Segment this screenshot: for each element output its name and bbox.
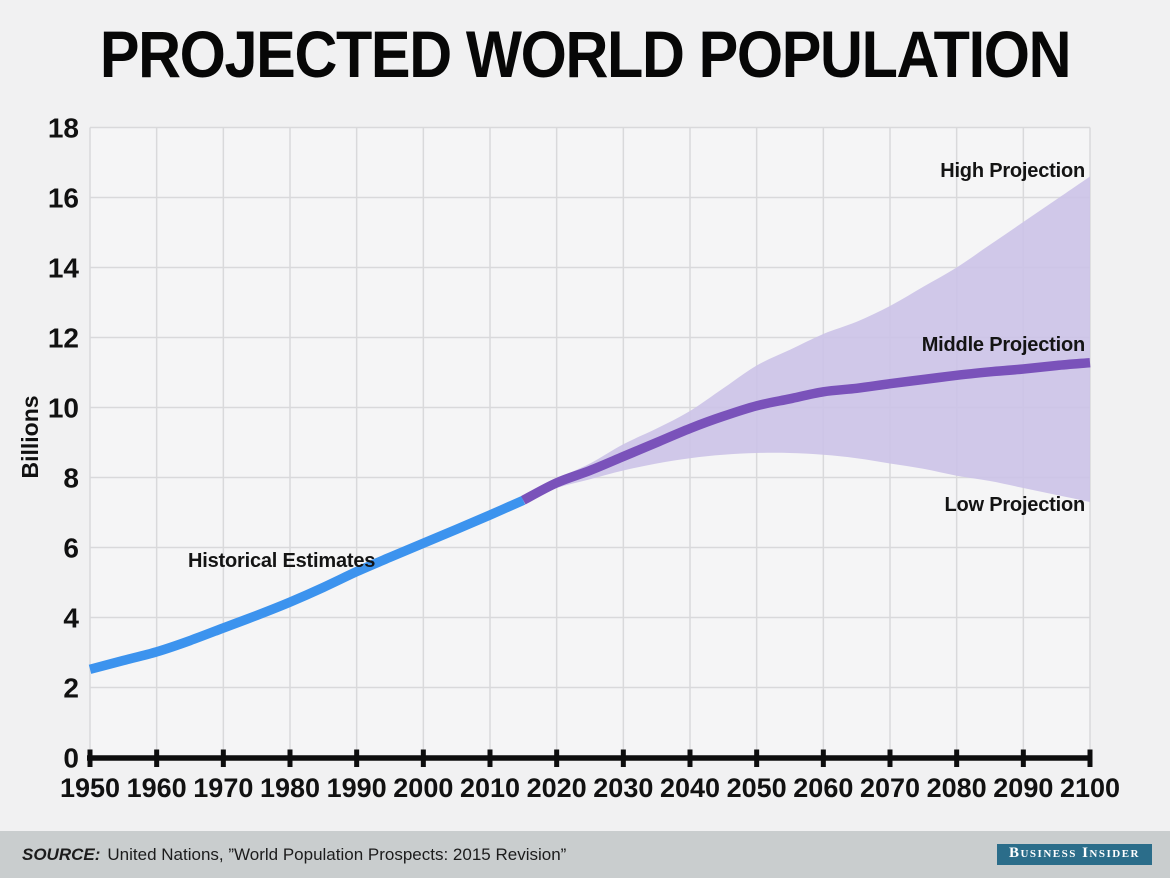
x-tick-label-2030: 2030 [593,773,653,803]
source-label: SOURCE: [22,844,101,864]
x-tick-label-1950: 1950 [60,773,120,803]
y-tick-label-4: 4 [63,603,79,634]
y-axis-title: Billions [17,395,43,478]
middle-projection-line [521,357,1091,505]
x-tick-label-2010: 2010 [460,773,520,803]
y-tick-label-8: 8 [63,463,79,494]
y-tick-label-16: 16 [48,183,79,214]
business-insider-logo: Business Insider [996,844,1152,865]
annotation-middle-projection: Middle Projection [921,334,1085,356]
x-tick-label-2100: 2100 [1060,773,1120,803]
y-tick-label-0: 0 [63,743,79,774]
x-tick-label-1990: 1990 [327,773,387,803]
annotation-low-projection: Low Projection [944,494,1085,516]
page-title: PROJECTED WORLD POPULATION [99,17,1072,91]
x-tick-label-2020: 2020 [527,773,587,803]
x-tick-label-2040: 2040 [660,773,720,803]
x-tick-label-1980: 1980 [260,773,320,803]
source-footer: SOURCE: United Nations, ”World Populatio… [0,831,1170,878]
x-tick-label-2090: 2090 [993,773,1053,803]
population-chart: 1950 1960 1970 1980 1990 2000 2010 2020 2030 2040… [17,113,1120,804]
x-tick-label-2000: 2000 [393,773,453,803]
annotation-high-projection: High Projection [940,160,1085,182]
annotation-historical-estimates: Historical Estimates [188,550,376,572]
x-tick-label-1960: 1960 [127,773,187,803]
y-tick-label-18: 18 [48,113,79,144]
source-text: United Nations, ”World Population Prospe… [107,844,567,864]
x-tick-label-1970: 1970 [193,773,253,803]
y-tick-label-6: 6 [63,533,79,564]
x-tick-label-2080: 2080 [927,773,987,803]
x-tick-label-2070: 2070 [860,773,920,803]
y-tick-label-12: 12 [48,323,79,354]
x-tick-label-2060: 2060 [793,773,853,803]
y-tick-label-2: 2 [63,673,79,704]
y-tick-label-14: 14 [48,253,80,284]
historical-estimates-line [88,495,526,674]
x-tick-label-2050: 2050 [727,773,787,803]
y-tick-label-10: 10 [48,393,79,424]
projection-band [523,176,1090,502]
